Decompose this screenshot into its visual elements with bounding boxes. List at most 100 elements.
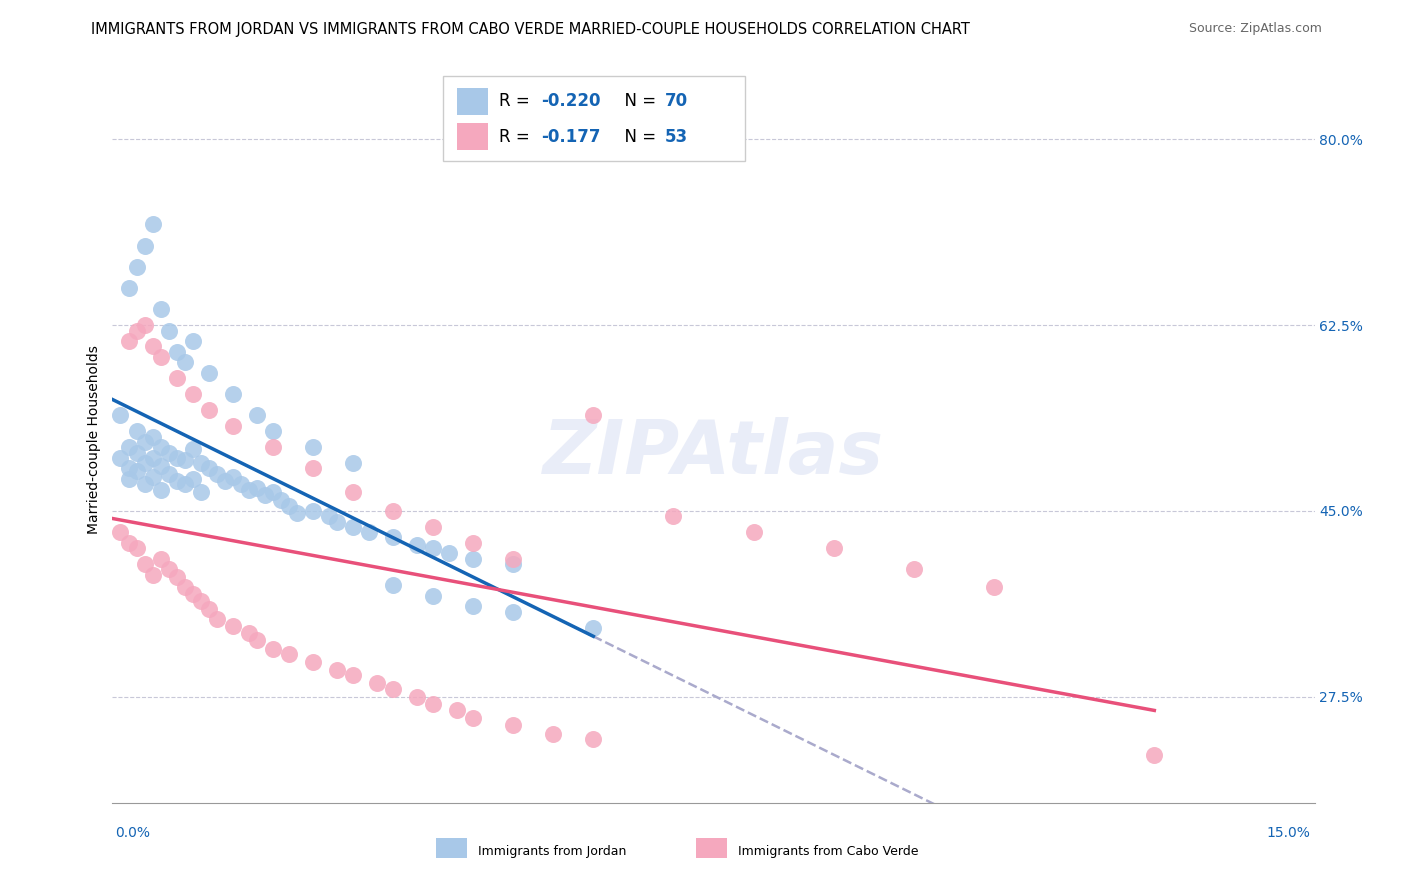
Point bbox=[342, 456, 364, 470]
Point bbox=[222, 419, 245, 434]
Point bbox=[117, 334, 139, 348]
Point bbox=[197, 403, 219, 417]
Point bbox=[125, 324, 148, 338]
Point bbox=[117, 281, 139, 295]
Point bbox=[181, 587, 204, 601]
Text: Immigrants from Cabo Verde: Immigrants from Cabo Verde bbox=[738, 846, 918, 858]
Point bbox=[582, 621, 605, 635]
Text: N =: N = bbox=[614, 128, 662, 145]
Point bbox=[342, 484, 364, 499]
Point bbox=[422, 520, 444, 534]
Point bbox=[181, 472, 204, 486]
Point bbox=[166, 344, 188, 359]
Text: 0.0%: 0.0% bbox=[115, 826, 150, 839]
Text: Source: ZipAtlas.com: Source: ZipAtlas.com bbox=[1188, 22, 1322, 36]
Point bbox=[342, 520, 364, 534]
Point bbox=[262, 440, 284, 454]
Point bbox=[181, 334, 204, 348]
Point bbox=[117, 536, 139, 550]
Point bbox=[110, 450, 132, 465]
Point bbox=[134, 318, 156, 333]
Text: 53: 53 bbox=[665, 128, 688, 145]
Point bbox=[149, 551, 172, 566]
Point bbox=[157, 324, 180, 338]
Point bbox=[157, 445, 180, 459]
Point bbox=[141, 430, 165, 444]
Point bbox=[422, 589, 444, 603]
Point bbox=[262, 425, 284, 439]
Point bbox=[166, 570, 188, 584]
Point bbox=[190, 456, 212, 470]
Point bbox=[246, 633, 269, 648]
Point bbox=[117, 440, 139, 454]
Point bbox=[502, 605, 524, 619]
Point bbox=[277, 647, 299, 661]
Point bbox=[173, 355, 195, 369]
Point bbox=[149, 350, 172, 364]
Point bbox=[117, 461, 139, 475]
Point bbox=[141, 218, 165, 232]
Point bbox=[173, 477, 195, 491]
Point bbox=[302, 440, 325, 454]
Text: ZIPAtlas: ZIPAtlas bbox=[543, 417, 884, 491]
Point bbox=[461, 711, 484, 725]
Point bbox=[246, 481, 269, 495]
Point bbox=[197, 461, 219, 475]
Point bbox=[461, 536, 484, 550]
Point bbox=[125, 260, 148, 274]
Point bbox=[149, 459, 172, 474]
Text: N =: N = bbox=[614, 92, 662, 111]
Point bbox=[149, 440, 172, 454]
Point bbox=[181, 387, 204, 401]
Point bbox=[125, 464, 148, 478]
Point bbox=[173, 580, 195, 594]
Point bbox=[190, 594, 212, 608]
Point bbox=[302, 504, 325, 518]
Point bbox=[253, 488, 276, 502]
Point bbox=[502, 551, 524, 566]
Point bbox=[149, 483, 172, 497]
Point bbox=[270, 493, 292, 508]
Text: 15.0%: 15.0% bbox=[1267, 826, 1310, 839]
Point bbox=[110, 409, 132, 423]
Point bbox=[125, 541, 148, 555]
Point bbox=[382, 578, 405, 592]
Point bbox=[262, 641, 284, 656]
Point bbox=[214, 474, 236, 488]
Point bbox=[134, 456, 156, 470]
Point bbox=[181, 442, 204, 457]
Point bbox=[157, 562, 180, 576]
Point bbox=[134, 434, 156, 449]
Point bbox=[222, 470, 245, 484]
Point bbox=[422, 697, 444, 711]
Point bbox=[166, 450, 188, 465]
Text: IMMIGRANTS FROM JORDAN VS IMMIGRANTS FROM CABO VERDE MARRIED-COUPLE HOUSEHOLDS C: IMMIGRANTS FROM JORDAN VS IMMIGRANTS FRO… bbox=[91, 22, 970, 37]
Point bbox=[141, 567, 165, 582]
Point bbox=[205, 612, 228, 626]
Point bbox=[262, 484, 284, 499]
Point bbox=[582, 409, 605, 423]
Point bbox=[238, 483, 260, 497]
Point bbox=[406, 538, 429, 552]
Point bbox=[406, 690, 429, 704]
Point bbox=[437, 546, 460, 560]
Point bbox=[461, 599, 484, 614]
Point bbox=[357, 525, 380, 540]
Text: 70: 70 bbox=[665, 92, 688, 111]
Point bbox=[285, 506, 308, 520]
Point bbox=[229, 477, 252, 491]
Point bbox=[222, 618, 245, 632]
Point bbox=[110, 525, 132, 540]
Point bbox=[983, 580, 1005, 594]
Point bbox=[246, 409, 269, 423]
Point bbox=[157, 467, 180, 481]
Point bbox=[134, 557, 156, 571]
Point bbox=[197, 366, 219, 380]
Point bbox=[1143, 747, 1166, 762]
Point bbox=[461, 551, 484, 566]
Point bbox=[342, 668, 364, 682]
Point bbox=[238, 626, 260, 640]
Point bbox=[502, 557, 524, 571]
Point bbox=[742, 525, 765, 540]
Point bbox=[117, 472, 139, 486]
